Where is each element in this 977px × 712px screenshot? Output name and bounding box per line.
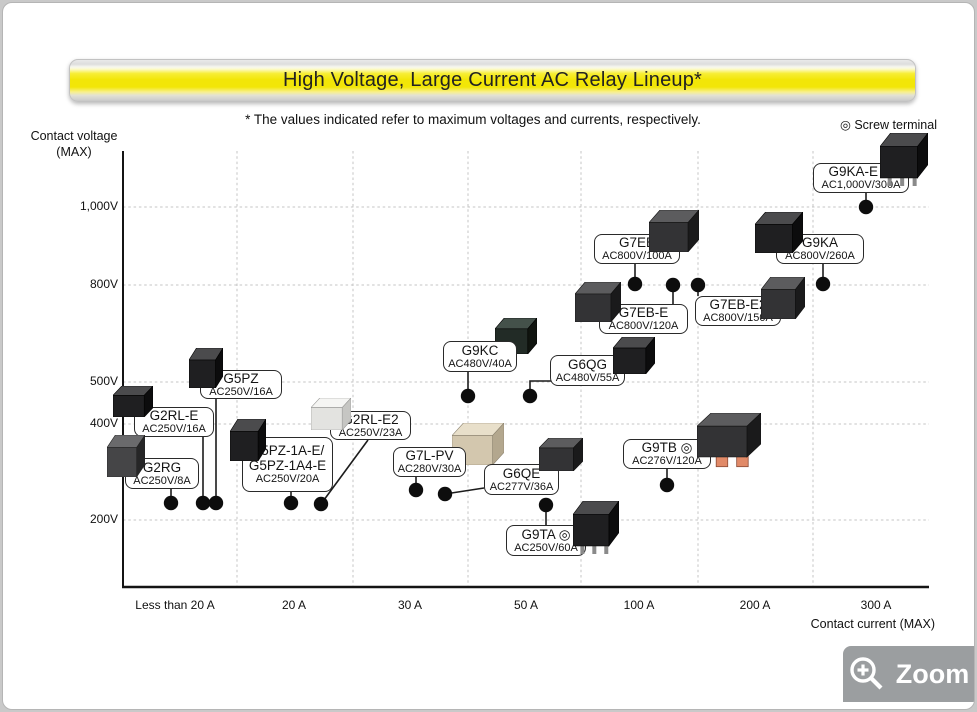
x-tick-label: 30 A — [397, 598, 423, 612]
relay-product-image — [761, 277, 805, 319]
product-name: G7L-PV — [405, 448, 454, 463]
product-spec: AC480V/40A — [448, 357, 512, 370]
y-tick-label: 1,000V — [79, 199, 118, 213]
data-point-dot — [858, 199, 874, 215]
product-name: G2RL-E2 — [342, 411, 399, 427]
product-name: G2RL-E — [149, 408, 199, 423]
relay-product-image — [189, 348, 223, 388]
data-point-dot — [538, 497, 554, 513]
page-title: High Voltage, Large Current AC Relay Lin… — [282, 69, 703, 91]
relay-product-image — [575, 282, 621, 322]
product-spec: AC800V/150A — [703, 312, 773, 324]
y-tick-label: 800V — [89, 277, 118, 291]
product-spec: AC250V/8A — [133, 474, 191, 487]
relay-product-image — [755, 212, 803, 253]
y-tick-label: 400V — [89, 416, 118, 430]
relay-product-image — [311, 398, 351, 430]
product-label: G6QG AC480V/55A — [550, 355, 625, 386]
product-spec: AC800V/100A — [602, 250, 672, 262]
product-name: G6QE — [502, 465, 541, 481]
relay-product-image — [613, 337, 655, 374]
product-spec: AC250V/20A — [255, 473, 320, 485]
product-name: G5PZ-1A-E/ — [250, 443, 325, 458]
data-point-dot — [437, 486, 453, 502]
data-point-dot — [163, 495, 179, 511]
title-bar: High Voltage, Large Current AC Relay Lin… — [69, 59, 916, 102]
connector-line — [320, 439, 369, 505]
data-point-dot — [208, 495, 224, 511]
product-name: G6QG — [567, 356, 607, 372]
product-spec: AC250V/23A — [338, 426, 403, 439]
product-name: G2RG — [142, 459, 182, 475]
screw-terminal-legend: ◎ Screw terminal — [839, 118, 937, 132]
product-name: G5PZ-1A4-E — [248, 458, 327, 473]
product-name: G7EB — [618, 235, 656, 250]
data-point-dot — [815, 276, 831, 292]
x-tick-label: 200 A — [739, 598, 771, 612]
product-name: G9TB ◎ — [641, 440, 693, 455]
product-spec: AC250V/16A — [209, 385, 273, 398]
product-name: G5PZ — [223, 370, 259, 386]
y-axis-title-line2: (MAX) — [56, 145, 92, 159]
data-point-dot — [313, 496, 329, 512]
product-name: G9KA — [801, 235, 839, 250]
data-point-dot — [665, 277, 681, 293]
relay-product-image — [539, 438, 583, 471]
x-tick-label: 20 A — [281, 598, 307, 612]
y-axis-title-line1: Contact voltage — [30, 129, 118, 143]
zoom-button-label: Zoom — [895, 658, 970, 689]
zoom-button[interactable]: Zoom — [843, 646, 974, 702]
data-point-dot — [522, 388, 538, 404]
footnote-text: * The values indicated refer to maximum … — [245, 112, 701, 127]
relay-product-image — [230, 419, 266, 461]
product-spec: AC250V/60A — [514, 541, 578, 554]
product-spec: AC276V/120A — [632, 455, 702, 467]
product-name: G9TA ◎ — [521, 526, 571, 542]
x-tick-label: 50 A — [513, 598, 539, 612]
product-spec: AC480V/55A — [555, 371, 620, 384]
relay-product-image — [880, 133, 928, 186]
relay-product-image — [107, 435, 145, 477]
product-spec: AC800V/120A — [608, 320, 679, 332]
product-label: G7L-PV AC280V/30A — [393, 447, 466, 477]
y-tick-label: 500V — [89, 374, 118, 388]
product-label: G2RL-E AC250V/16A — [134, 407, 214, 437]
product-spec: AC250V/16A — [142, 423, 206, 435]
y-tick-label: 200V — [89, 512, 118, 526]
product-name: G9KA-E ◎ — [828, 164, 894, 179]
relay-product-image — [649, 210, 699, 252]
data-point-dot — [283, 495, 299, 511]
product-spec: AC277V/36A — [489, 480, 554, 493]
product-label: G9TB ◎ AC276V/120A — [623, 439, 711, 469]
data-point-dot — [195, 495, 211, 511]
product-label: G7EB-E AC800V/120A — [599, 304, 688, 334]
product-label: G9TA ◎ AC250V/60A — [506, 525, 586, 556]
product-name: G7EB-E — [618, 305, 669, 320]
data-point-dot — [460, 388, 476, 404]
x-tick-label: 300 A — [860, 598, 892, 612]
product-label: G9KC AC480V/40A — [443, 341, 517, 372]
product-spec: AC800V/260A — [785, 250, 855, 262]
product-label: G7EB-E2 AC800V/150A — [695, 296, 781, 326]
data-point-dot — [627, 276, 643, 292]
relay-product-image — [573, 501, 619, 554]
data-point-dot — [659, 477, 675, 493]
magnifier-plus-icon — [850, 657, 883, 690]
product-spec: AC280V/30A — [397, 463, 462, 475]
product-spec: AC1,000V/300A — [821, 179, 901, 191]
x-tick-label: Less than 20 A — [135, 598, 215, 612]
y-axis-title: Contact voltage (MAX) — [14, 128, 134, 160]
product-name: G7EB-E2 — [709, 297, 767, 312]
data-point-dot — [408, 482, 424, 498]
data-point-dot — [690, 277, 706, 293]
x-axis-title: Contact current (MAX) — [810, 617, 935, 631]
relay-product-image — [697, 413, 761, 468]
relay-product-image — [113, 386, 153, 417]
x-tick-label: 100 A — [623, 598, 655, 612]
product-name: G9KC — [461, 342, 499, 358]
